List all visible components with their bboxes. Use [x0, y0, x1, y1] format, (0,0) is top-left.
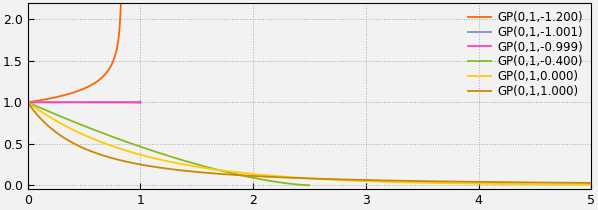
GP(0,1,-0.999): [37, 101, 44, 104]
GP(0,1,1.000): [122, 160, 129, 163]
GP(0,1,-1.200): [117, 1, 124, 4]
GP(0,1,0.000): [516, 183, 523, 185]
GP(0,1,1.000): [576, 182, 584, 184]
GP(0,1,-1.200): [116, 24, 123, 27]
GP(0,1,-1.001): [137, 100, 144, 103]
GP(0,1,-1.001): [67, 101, 74, 104]
GP(0,1,-0.999): [72, 101, 80, 104]
GP(0,1,1.000): [516, 181, 523, 184]
GP(0,1,-0.999): [123, 101, 130, 104]
GP(0,1,0.000): [89, 137, 96, 140]
GP(0,1,-1.200): [40, 98, 47, 101]
GP(0,1,1.000): [588, 182, 595, 184]
GP(0,1,-1.200): [60, 94, 67, 97]
GP(0,1,-0.400): [300, 184, 307, 186]
Line: GP(0,1,0.000): GP(0,1,0.000): [28, 102, 591, 185]
GP(0,1,-0.400): [270, 180, 277, 183]
GP(0,1,-0.400): [56, 115, 63, 117]
Line: GP(0,1,1.000): GP(0,1,1.000): [28, 102, 591, 183]
GP(0,1,-0.400): [73, 122, 80, 124]
GP(0,1,-0.400): [132, 144, 139, 146]
GP(0,1,0.000): [576, 183, 584, 186]
GP(0,1,1.000): [24, 101, 31, 104]
GP(0,1,-0.999): [68, 101, 75, 104]
GP(0,1,-1.001): [72, 101, 80, 104]
GP(0,1,-1.001): [135, 101, 142, 103]
Line: GP(0,1,-0.400): GP(0,1,-0.400): [28, 102, 309, 185]
GP(0,1,-1.200): [35, 99, 42, 102]
GP(0,1,0.000): [122, 149, 129, 152]
GP(0,1,-1.200): [64, 93, 71, 96]
GP(0,1,-0.999): [24, 101, 31, 104]
GP(0,1,-1.200): [118, 1, 125, 4]
GP(0,1,-0.999): [44, 101, 51, 104]
GP(0,1,-1.001): [123, 101, 130, 103]
Line: GP(0,1,-1.001): GP(0,1,-1.001): [28, 101, 141, 102]
GP(0,1,0.000): [24, 101, 31, 104]
GP(0,1,0.000): [240, 172, 248, 174]
GP(0,1,1.000): [240, 174, 248, 177]
GP(0,1,-1.200): [106, 67, 113, 70]
GP(0,1,-1.200): [24, 101, 31, 104]
GP(0,1,1.000): [264, 176, 271, 178]
Line: GP(0,1,-1.200): GP(0,1,-1.200): [28, 3, 121, 102]
Legend: GP(0,1,-1.200), GP(0,1,-1.001), GP(0,1,-0.999), GP(0,1,-0.400), GP(0,1,0.000), G: GP(0,1,-1.200), GP(0,1,-1.001), GP(0,1,-…: [465, 9, 585, 100]
GP(0,1,-0.999): [135, 101, 142, 104]
GP(0,1,-1.001): [24, 101, 31, 104]
GP(0,1,-0.400): [144, 148, 151, 151]
GP(0,1,-0.400): [24, 101, 31, 104]
GP(0,1,-1.001): [44, 101, 51, 104]
GP(0,1,0.000): [588, 183, 595, 186]
Line: GP(0,1,-0.999): GP(0,1,-0.999): [28, 102, 141, 103]
GP(0,1,1.000): [89, 150, 96, 153]
GP(0,1,0.000): [264, 174, 271, 177]
GP(0,1,-1.001): [37, 101, 44, 104]
